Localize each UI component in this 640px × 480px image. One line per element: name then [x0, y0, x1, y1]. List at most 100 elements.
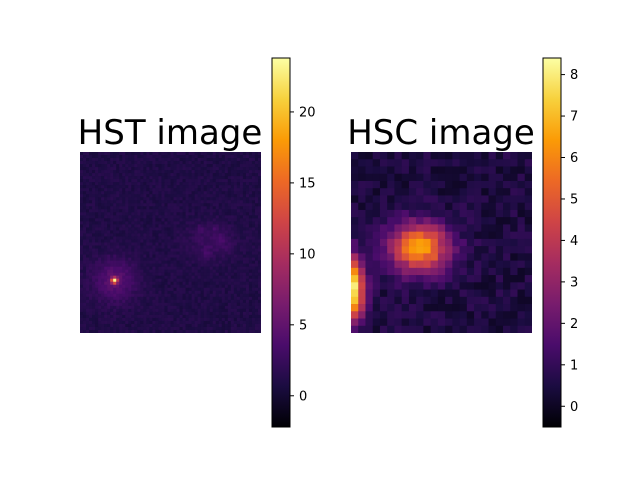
hst-pixel — [239, 170, 244, 174]
hst-pixel — [230, 329, 235, 333]
hst-pixel — [221, 239, 226, 243]
hst-pixel — [92, 317, 96, 322]
hst-pixel — [86, 227, 90, 231]
hst-pixel — [203, 278, 207, 283]
hst-pixel — [131, 320, 135, 325]
hst-pixel — [146, 296, 150, 301]
hst-pixel — [140, 299, 144, 304]
hsc-pixel — [459, 231, 468, 240]
hst-pixel — [92, 152, 96, 156]
hst-pixel — [158, 257, 162, 261]
hst-pixel — [215, 248, 220, 252]
hst-pixel — [146, 233, 150, 237]
hst-pixel — [203, 230, 207, 234]
hst-pixel — [95, 269, 99, 273]
hst-pixel — [113, 152, 117, 156]
hst-pixel — [116, 197, 120, 201]
hsc-pixel — [459, 173, 468, 182]
hst-pixel — [239, 284, 244, 289]
hst-pixel — [116, 308, 120, 313]
hst-pixel — [233, 278, 238, 283]
hst-pixel — [107, 299, 111, 304]
hsc-pixel — [358, 260, 366, 269]
hst-pixel — [116, 170, 120, 174]
hst-pixel — [107, 326, 111, 331]
hst-pixel — [110, 158, 114, 162]
hsc-pixel — [437, 209, 446, 218]
hst-pixel — [215, 200, 220, 204]
hst-pixel — [101, 290, 105, 295]
hsc-image — [351, 152, 532, 333]
hst-pixel — [242, 323, 247, 328]
hst-pixel — [134, 251, 138, 255]
hst-pixel — [224, 221, 229, 225]
hst-pixel — [83, 188, 87, 192]
hst-pixel — [173, 266, 177, 270]
hst-pixel — [146, 230, 150, 234]
hst-pixel — [188, 305, 192, 310]
hst-pixel — [203, 314, 207, 319]
hst-title: HST image — [78, 113, 263, 153]
hst-pixel — [104, 209, 108, 213]
hst-pixel — [155, 257, 159, 261]
hst-pixel — [98, 263, 102, 267]
hst-pixel — [131, 266, 135, 270]
hst-pixel — [122, 323, 126, 328]
hst-pixel — [137, 320, 141, 325]
hst-pixel — [125, 257, 129, 261]
hst-pixel — [161, 158, 165, 162]
hst-pixel — [101, 293, 105, 298]
hst-pixel — [119, 215, 123, 219]
hst-pixel — [80, 293, 84, 298]
hst-pixel — [131, 260, 135, 264]
hst-pixel — [173, 317, 177, 322]
hst-pixel — [224, 299, 229, 304]
hst-pixel — [113, 188, 117, 192]
hst-pixel — [230, 188, 235, 192]
hst-pixel — [128, 314, 132, 319]
hst-pixel — [158, 230, 162, 234]
hst-pixel — [173, 176, 177, 180]
hsc-pixel — [517, 304, 526, 312]
hst-pixel — [179, 239, 183, 243]
hst-pixel — [128, 179, 132, 183]
hst-pixel — [95, 182, 99, 186]
hst-pixel — [113, 239, 117, 243]
hst-pixel — [176, 305, 180, 310]
hst-pixel — [182, 251, 186, 255]
hst-pixel — [113, 164, 117, 168]
hst-pixel — [146, 263, 150, 267]
hsc-pixel — [430, 289, 439, 298]
hst-pixel — [92, 248, 96, 252]
hst-pixel — [140, 266, 144, 270]
hst-pixel — [170, 308, 174, 313]
hst-pixel — [80, 194, 84, 198]
hst-pixel — [83, 263, 87, 267]
hst-pixel — [86, 197, 90, 201]
hst-pixel — [197, 206, 201, 210]
hst-pixel — [92, 218, 96, 222]
hst-pixel — [197, 284, 201, 289]
hst-pixel — [104, 197, 108, 201]
hst-pixel — [230, 194, 235, 198]
hst-pixel — [158, 266, 162, 270]
hst-pixel — [173, 260, 177, 264]
hst-pixel — [155, 185, 159, 189]
hst-pixel — [113, 197, 117, 201]
hsc-pixel — [459, 188, 468, 196]
hst-pixel — [200, 323, 204, 328]
hsc-pixel — [445, 282, 453, 290]
hst-pixel — [233, 230, 238, 234]
hst-pixel — [227, 191, 232, 195]
hsc-pixel — [517, 238, 526, 247]
hst-pixel — [248, 290, 253, 295]
hst-pixel — [95, 206, 99, 210]
hst-pixel — [140, 329, 144, 333]
hst-pixel — [98, 236, 102, 240]
hst-pixel — [197, 185, 201, 189]
hst-pixel — [80, 221, 84, 225]
hst-pixel — [125, 152, 129, 156]
hst-pixel — [83, 284, 87, 289]
hsc-pixel — [517, 202, 526, 211]
